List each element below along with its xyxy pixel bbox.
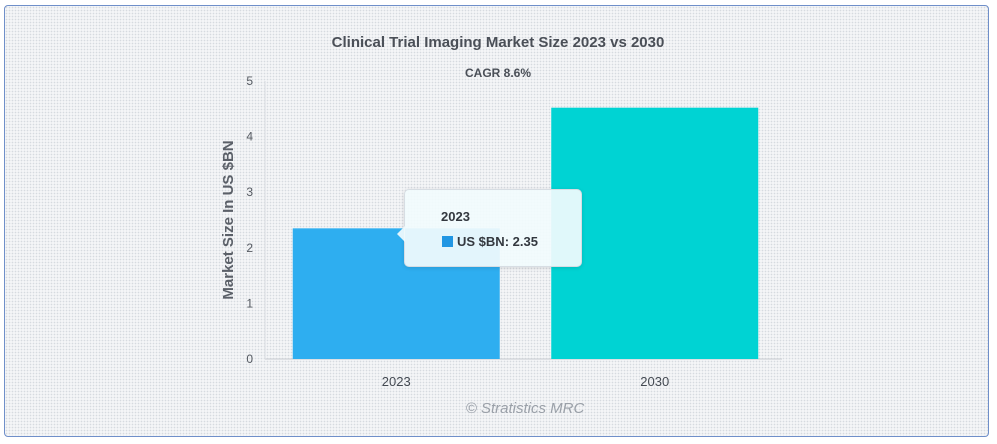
chart-title: Clinical Trial Imaging Market Size 2023 … <box>332 34 665 51</box>
tooltip-series-label: US $BN <box>457 234 505 249</box>
x-axis-ticks: 2023 2030 <box>382 374 669 389</box>
tooltip-value: 2.35 <box>512 234 538 249</box>
tooltip-arrow <box>397 226 405 242</box>
y-tick-label: 4 <box>246 130 253 144</box>
tooltip-row: US $BN: 2.35 <box>442 234 538 249</box>
bar-2030[interactable] <box>551 107 759 359</box>
bar-tooltip: 2023 US $BN: 2.35 <box>397 189 582 267</box>
chart-subtitle: CAGR 8.6% <box>465 66 531 80</box>
y-tick-label: 2 <box>246 241 253 255</box>
tooltip-swatch <box>442 236 453 247</box>
y-axis-ticks: 0 1 2 3 4 5 <box>246 74 253 366</box>
tooltip-title: 2023 <box>441 209 470 224</box>
y-axis-label: Market Size In US $BN <box>220 140 237 299</box>
y-tick-label: 0 <box>246 352 253 366</box>
tooltip-separator: : <box>504 234 513 249</box>
x-tick-label: 2030 <box>640 374 669 389</box>
y-tick-label: 1 <box>246 296 253 310</box>
y-tick-label: 5 <box>246 74 253 88</box>
credit-text: © Stratistics MRC <box>466 400 585 417</box>
y-tick-label: 3 <box>246 185 253 199</box>
x-tick-label: 2023 <box>382 374 411 389</box>
